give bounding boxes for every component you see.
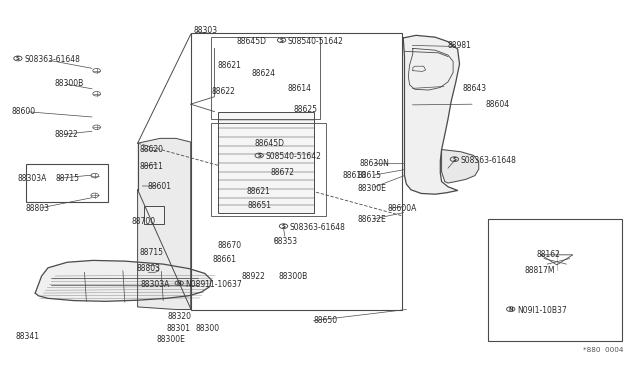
Polygon shape: [442, 150, 479, 183]
Text: 88645D: 88645D: [237, 37, 267, 46]
Text: 88615: 88615: [357, 171, 381, 180]
Text: 88320: 88320: [168, 312, 192, 321]
Bar: [218, 112, 314, 213]
Text: 88300E: 88300E: [156, 335, 185, 344]
Text: 88632E: 88632E: [357, 215, 386, 224]
Text: S08363-61648: S08363-61648: [290, 223, 346, 232]
Text: 88651: 88651: [248, 201, 272, 210]
Polygon shape: [35, 260, 211, 301]
Polygon shape: [138, 138, 191, 310]
Text: 88341: 88341: [16, 332, 40, 341]
Text: 88922: 88922: [54, 130, 78, 139]
Text: S08540-51642: S08540-51642: [266, 153, 321, 161]
Text: 88922: 88922: [242, 272, 266, 280]
Text: S: S: [257, 153, 261, 158]
Polygon shape: [403, 35, 460, 194]
Text: 88600A: 88600A: [387, 204, 417, 213]
Text: 88661: 88661: [212, 255, 237, 264]
Text: *880  0004: *880 0004: [582, 347, 623, 353]
Text: 88715: 88715: [56, 174, 79, 183]
Text: 88621: 88621: [218, 61, 241, 70]
Text: 88803: 88803: [136, 264, 160, 273]
Text: S08363-61648: S08363-61648: [24, 55, 80, 64]
Text: 88715: 88715: [140, 248, 164, 257]
Text: N09I1-10B37: N09I1-10B37: [517, 306, 566, 315]
Bar: [488, 219, 622, 341]
Text: 88981: 88981: [448, 41, 472, 50]
Text: 88625: 88625: [293, 105, 317, 114]
Text: 88303A: 88303A: [18, 174, 47, 183]
Text: 88604: 88604: [485, 100, 509, 109]
Text: 88600: 88600: [12, 107, 36, 116]
Text: 88670: 88670: [218, 241, 242, 250]
Text: 88162: 88162: [536, 250, 560, 259]
Text: S08540-51642: S08540-51642: [288, 37, 344, 46]
Text: 88700: 88700: [131, 217, 156, 226]
Text: S08363-61648: S08363-61648: [461, 156, 516, 165]
Bar: [26, 164, 108, 202]
Text: 88803: 88803: [26, 204, 50, 213]
Bar: [211, 123, 326, 216]
Text: S: S: [280, 38, 284, 43]
Text: 88630N: 88630N: [360, 159, 390, 168]
Text: N: N: [177, 280, 182, 286]
Text: N: N: [508, 307, 513, 312]
Text: 88624: 88624: [252, 69, 275, 78]
Text: 88643: 88643: [462, 84, 486, 93]
Text: 88620: 88620: [140, 145, 164, 154]
Text: 88622: 88622: [211, 87, 235, 96]
Text: 88817M: 88817M: [525, 266, 556, 275]
Text: 88303: 88303: [194, 26, 218, 35]
Text: 88303A: 88303A: [141, 280, 170, 289]
Text: 88672: 88672: [270, 169, 294, 177]
Text: 88300B: 88300B: [278, 272, 308, 280]
Text: N08911-10637: N08911-10637: [186, 280, 242, 289]
Bar: [191, 33, 402, 310]
Text: 88614: 88614: [288, 84, 312, 93]
Text: 88300B: 88300B: [54, 79, 84, 88]
Text: 88645D: 88645D: [255, 139, 285, 148]
Text: 88300: 88300: [195, 324, 220, 333]
Text: 88621: 88621: [246, 187, 270, 196]
Text: S: S: [452, 157, 456, 162]
Text: S: S: [16, 56, 20, 61]
Bar: [144, 206, 164, 224]
Text: 88601: 88601: [147, 182, 172, 190]
Text: 88300E: 88300E: [357, 184, 386, 193]
Text: 88650: 88650: [314, 316, 338, 325]
Text: 88301: 88301: [166, 324, 191, 333]
Bar: [211, 37, 320, 119]
Text: 88353: 88353: [274, 237, 298, 246]
Text: S: S: [282, 224, 285, 229]
Text: 88611: 88611: [140, 162, 163, 171]
Text: 88610: 88610: [342, 171, 367, 180]
